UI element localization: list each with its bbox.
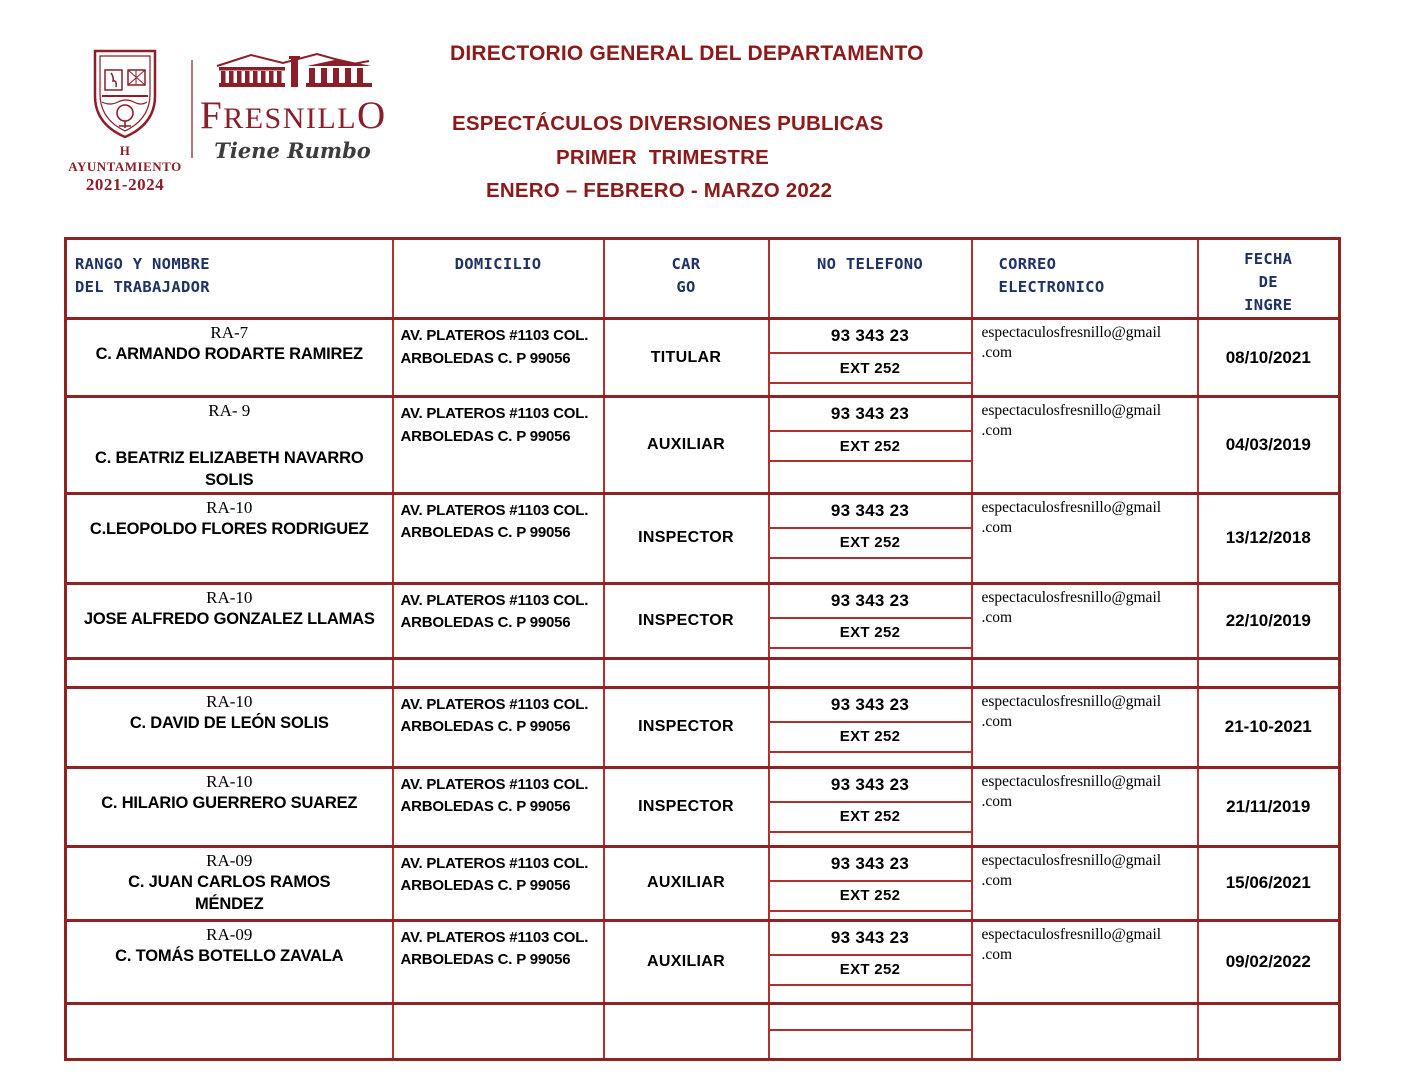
header-domicilio: DOMICILIO — [391, 237, 605, 320]
header-rango-nombre: RANGO Y NOMBRE DEL TRABAJADOR — [64, 237, 394, 320]
page-title: DIRECTORIO GENERAL DEL DEPARTAMENTO — [450, 42, 924, 65]
cell-fecha: 21/11/2019 — [1196, 765, 1341, 848]
cell-telefono: 93 343 23 EXT 252 — [767, 395, 973, 495]
cell-correo: espectaculosfresnillo@gmail .com — [970, 491, 1199, 585]
quarter-title: PRIMER TRIMESTRE — [556, 146, 769, 169]
header-correo: CORREO ELECTRONICO — [970, 237, 1199, 320]
header-fecha-ingreso: FECHA DE INGRE — [1196, 237, 1341, 320]
cell-rango-nombre: RA-10 C. HILARIO GUERRERO SUAREZ — [64, 765, 394, 848]
cell-domicilio: AV. PLATEROS #1103 COL. ARBOLEDAS C. P 9… — [391, 918, 605, 1005]
table-row: RA-09 C. TOMÁS BOTELLO ZAVALA AV. PLATER… — [64, 918, 1341, 1005]
logo-divider — [191, 60, 193, 158]
cell-fecha: 08/10/2021 — [1196, 317, 1341, 398]
cell-cargo: TITULAR — [602, 317, 770, 398]
cell-cargo: AUXILIAR — [602, 918, 770, 1005]
cell-telefono: 93 343 23 EXT 252 — [767, 765, 973, 848]
cell-fecha: 21-10-2021 — [1196, 685, 1341, 769]
table-row: RA-10 C.LEOPOLDO FLORES RODRIGUEZ AV. PL… — [64, 491, 1341, 585]
cell-correo: espectaculosfresnillo@gmail .com — [970, 765, 1199, 848]
cell-correo: espectaculosfresnillo@gmail .com — [970, 918, 1199, 1005]
cell-correo: espectaculosfresnillo@gmail .com — [970, 581, 1199, 660]
cell-cargo: INSPECTOR — [602, 685, 770, 769]
cell-correo: espectaculosfresnillo@gmail .com — [970, 685, 1199, 769]
cell-rango-nombre: RA-10 C.LEOPOLDO FLORES RODRIGUEZ — [64, 491, 394, 585]
cell-cargo: INSPECTOR — [602, 581, 770, 660]
cell-rango-nombre: RA-09 C. TOMÁS BOTELLO ZAVALA — [64, 918, 394, 1005]
cell-telefono: 93 343 23 EXT 252 — [767, 844, 973, 922]
cell-rango-nombre: RA-10 C. DAVID DE LEÓN SOLIS — [64, 685, 394, 769]
crest-caption: H AYUNTAMIENTO — [68, 143, 182, 174]
cell-cargo: INSPECTOR — [602, 765, 770, 848]
cell-domicilio: AV. PLATEROS #1103 COL. ARBOLEDAS C. P 9… — [391, 491, 605, 585]
table-row: RA-7 C. ARMANDO RODARTE RAMIREZ AV. PLAT… — [64, 317, 1341, 398]
cell-domicilio: AV. PLATEROS #1103 COL. ARBOLEDAS C. P 9… — [391, 395, 605, 495]
cell-domicilio: AV. PLATEROS #1103 COL. ARBOLEDAS C. P 9… — [391, 765, 605, 848]
cell-domicilio: AV. PLATEROS #1103 COL. ARBOLEDAS C. P 9… — [391, 685, 605, 769]
cell-rango-nombre: RA- 9 C. BEATRIZ ELIZABETH NAVARRO SOLIS — [64, 395, 394, 495]
table-row: RA-10 JOSE ALFREDO GONZALEZ LLAMAS AV. P… — [64, 581, 1341, 660]
cell-correo: espectaculosfresnillo@gmail .com — [970, 317, 1199, 398]
table-row-spacer — [64, 656, 1341, 689]
cell-domicilio: AV. PLATEROS #1103 COL. ARBOLEDAS C. P 9… — [391, 844, 605, 922]
cell-telefono: 93 343 23 EXT 252 — [767, 317, 973, 398]
crest-shield-icon — [93, 49, 157, 139]
cell-rango-nombre: RA-7 C. ARMANDO RODARTE RAMIREZ — [64, 317, 394, 398]
fresnillo-tagline: Tiene Rumbo — [214, 137, 371, 163]
department-title: ESPECTÁCULOS DIVERSIONES PUBLICAS — [452, 112, 884, 135]
header-telefono: NO TELEFONO — [767, 237, 973, 320]
table-row: RA-09 C. JUAN CARLOS RAMOS MÉNDEZ AV. PL… — [64, 844, 1341, 922]
cell-cargo: AUXILIAR — [602, 395, 770, 495]
cell-cargo: AUXILIAR — [602, 844, 770, 922]
city-crest-logo: H AYUNTAMIENTO 2021-2024 — [66, 48, 184, 195]
cell-telefono: 93 343 23 EXT 252 — [767, 685, 973, 769]
header-cargo: CAR GO — [602, 237, 770, 320]
fresnillo-wordmark: FRESNILLO — [200, 94, 387, 137]
table-row: RA-10 C. HILARIO GUERRERO SUAREZ AV. PLA… — [64, 765, 1341, 848]
cell-domicilio: AV. PLATEROS #1103 COL. ARBOLEDAS C. P 9… — [391, 581, 605, 660]
table-row-empty — [64, 1001, 1341, 1061]
cell-correo: espectaculosfresnillo@gmail .com — [970, 395, 1199, 495]
cell-fecha: 04/03/2019 — [1196, 395, 1341, 495]
cell-fecha: 22/10/2019 — [1196, 581, 1341, 660]
table-header-row: RANGO Y NOMBRE DEL TRABAJADOR DOMICILIO … — [64, 237, 1341, 320]
cell-correo: espectaculosfresnillo@gmail .com — [970, 844, 1199, 922]
table-row: RA- 9 C. BEATRIZ ELIZABETH NAVARRO SOLIS… — [64, 395, 1341, 495]
directory-table: RANGO Y NOMBRE DEL TRABAJADOR DOMICILIO … — [64, 237, 1341, 1061]
cell-rango-nombre: RA-09 C. JUAN CARLOS RAMOS MÉNDEZ — [64, 844, 394, 922]
months-title: ENERO – FEBRERO - MARZO 2022 — [486, 179, 833, 202]
cell-rango-nombre: RA-10 JOSE ALFREDO GONZALEZ LLAMAS — [64, 581, 394, 660]
cell-cargo: INSPECTOR — [602, 491, 770, 585]
cell-domicilio: AV. PLATEROS #1103 COL. ARBOLEDAS C. P 9… — [391, 317, 605, 398]
cell-fecha: 15/06/2021 — [1196, 844, 1341, 922]
cell-telefono: 93 343 23 EXT 252 — [767, 491, 973, 585]
fresnillo-logo: FRESNILLO Tiene Rumbo — [200, 52, 385, 163]
cell-fecha: 13/12/2018 — [1196, 491, 1341, 585]
crest-years: 2021-2024 — [85, 175, 165, 194]
cell-telefono: 93 343 23 EXT 252 — [767, 918, 973, 1005]
table-row: RA-10 C. DAVID DE LEÓN SOLIS AV. PLATERO… — [64, 685, 1341, 769]
cell-telefono: 93 343 23 EXT 252 — [767, 581, 973, 660]
cell-fecha: 09/02/2022 — [1196, 918, 1341, 1005]
colonnade-icon — [216, 52, 372, 87]
